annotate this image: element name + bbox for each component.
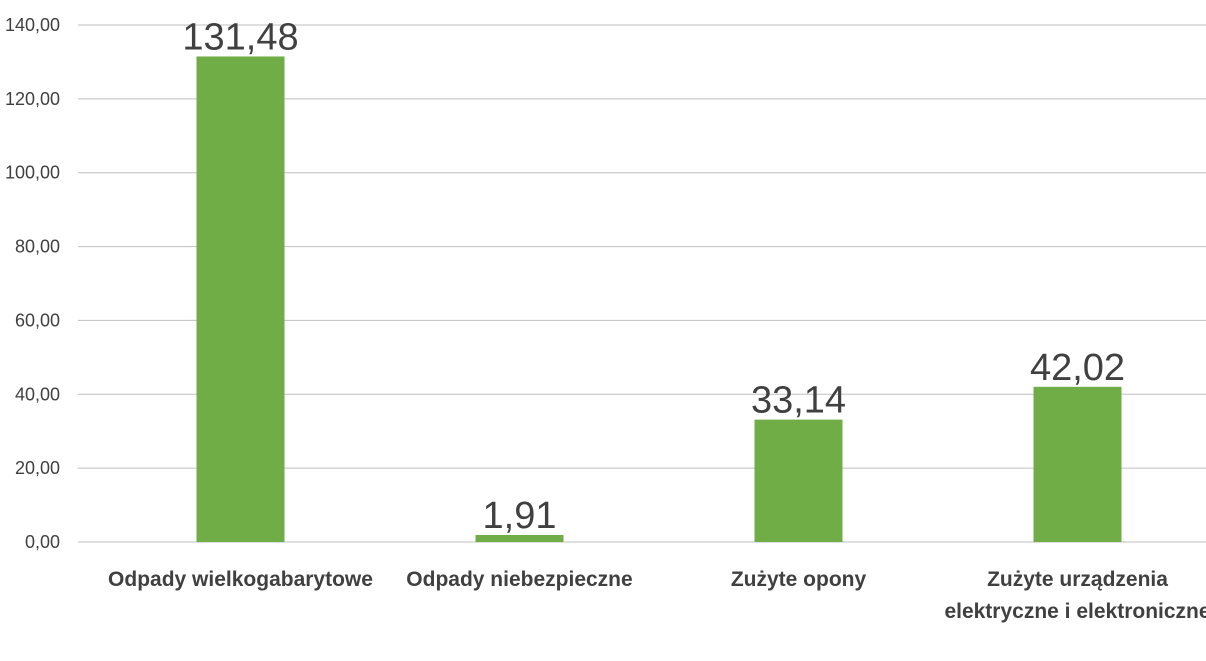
bar <box>475 534 564 542</box>
y-tick-label: 20,00 <box>15 458 60 478</box>
x-tick-label: Odpady niebezpieczne <box>406 568 633 591</box>
x-tick-label: Zużyte urządzenia elektryczne i elektron… <box>944 568 1206 623</box>
y-tick-label: 80,00 <box>15 237 60 257</box>
x-tick-label: Zużyte opony <box>730 568 867 591</box>
data-label: 33,14 <box>751 380 846 422</box>
data-label: 1,91 <box>483 495 557 537</box>
y-tick-label: 100,00 <box>5 163 60 183</box>
data-label: 42,02 <box>1030 347 1125 389</box>
y-tick-label: 60,00 <box>15 310 60 330</box>
bar <box>1033 386 1122 542</box>
y-tick-label: 140,00 <box>5 15 60 35</box>
y-tick-label: 120,00 <box>5 89 60 109</box>
y-tick-label: 0,00 <box>25 532 60 552</box>
y-tick-label: 40,00 <box>15 384 60 404</box>
data-label: 131,48 <box>182 16 298 58</box>
bar <box>196 56 285 543</box>
bar <box>754 419 843 542</box>
x-tick-label: Odpady wielkogabarytowe <box>108 568 373 591</box>
